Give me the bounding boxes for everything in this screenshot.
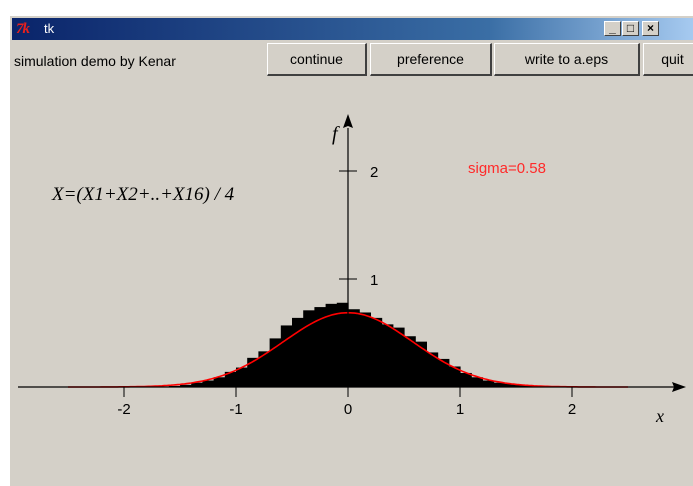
histogram-bar xyxy=(460,372,472,387)
histogram-bar xyxy=(370,317,383,387)
histogram-bar xyxy=(269,338,282,387)
y-axis-label: f xyxy=(332,123,340,145)
histogram-bar xyxy=(236,367,248,387)
maximize-button[interactable]: □ xyxy=(622,21,639,36)
minimize-button[interactable]: _ xyxy=(604,21,621,36)
histogram-bar xyxy=(504,383,517,387)
tk-feather-icon[interactable]: 7k xyxy=(16,21,30,37)
histogram-bar xyxy=(213,377,226,387)
histogram-bar xyxy=(314,307,327,387)
x-axis-ticks: -2 -1 0 1 2 xyxy=(117,387,576,418)
histogram-bar xyxy=(392,327,405,387)
plot-canvas: -2 -1 0 1 2 12 x f X=(X1+X2+..+X16) / 4 sigm… xyxy=(18,114,686,426)
y-tick-label: 1 xyxy=(370,272,378,289)
close-button[interactable]: × xyxy=(642,21,659,36)
y-axis-arrow xyxy=(343,114,353,128)
histogram-bar xyxy=(516,384,528,387)
x-tick-label: -1 xyxy=(229,401,242,418)
histogram-bar xyxy=(224,371,237,387)
title-bar[interactable]: 7k tk _ □ × xyxy=(12,18,693,40)
histogram-bar xyxy=(336,302,349,387)
app-window: 7k tk _ □ × simulation demo by Kenar con… xyxy=(9,15,693,486)
x-tick-label: 2 xyxy=(568,401,576,418)
x-tick-label: 0 xyxy=(344,401,352,418)
toolbar: simulation demo by Kenar continue prefer… xyxy=(10,42,693,78)
histogram-bar xyxy=(247,357,259,387)
window-title: tk xyxy=(44,21,55,36)
histogram-bar xyxy=(381,324,394,387)
histogram-bar xyxy=(202,380,215,387)
histogram-bar xyxy=(482,380,495,387)
formula-text: X=(X1+X2+..+X16) / 4 xyxy=(51,184,235,205)
histogram-bar xyxy=(448,366,461,387)
histogram-bar xyxy=(493,382,506,387)
histogram-bar xyxy=(303,310,315,387)
histogram-bar xyxy=(191,382,203,387)
histogram-bar xyxy=(325,303,338,387)
quit-button[interactable]: quit xyxy=(643,43,693,76)
histogram-bars xyxy=(168,302,539,387)
y-axis-ticks: 12 xyxy=(339,164,378,289)
app-label: simulation demo by Kenar xyxy=(14,53,176,69)
histogram-bar xyxy=(437,358,450,387)
preference-button[interactable]: preference xyxy=(370,43,492,76)
write-eps-button[interactable]: write to a.eps xyxy=(494,43,640,76)
x-axis-arrow xyxy=(672,382,686,392)
histogram-bar xyxy=(280,325,293,387)
histogram-bar xyxy=(415,341,427,387)
histogram-bar xyxy=(426,352,439,387)
histogram-bar xyxy=(348,309,360,387)
histogram-bar xyxy=(292,317,304,387)
histogram-bar xyxy=(404,336,416,387)
sigma-label: sigma=0.58 xyxy=(468,160,546,177)
x-tick-label: 1 xyxy=(456,401,464,418)
continue-button[interactable]: continue xyxy=(267,43,367,76)
x-tick-label: -2 xyxy=(117,401,130,418)
histogram-bar xyxy=(180,384,192,387)
histogram-bar xyxy=(471,377,483,387)
histogram-bar xyxy=(258,351,271,387)
histogram-bar xyxy=(359,312,371,387)
x-axis-label: x xyxy=(655,406,664,426)
y-tick-label: 2 xyxy=(370,164,378,181)
